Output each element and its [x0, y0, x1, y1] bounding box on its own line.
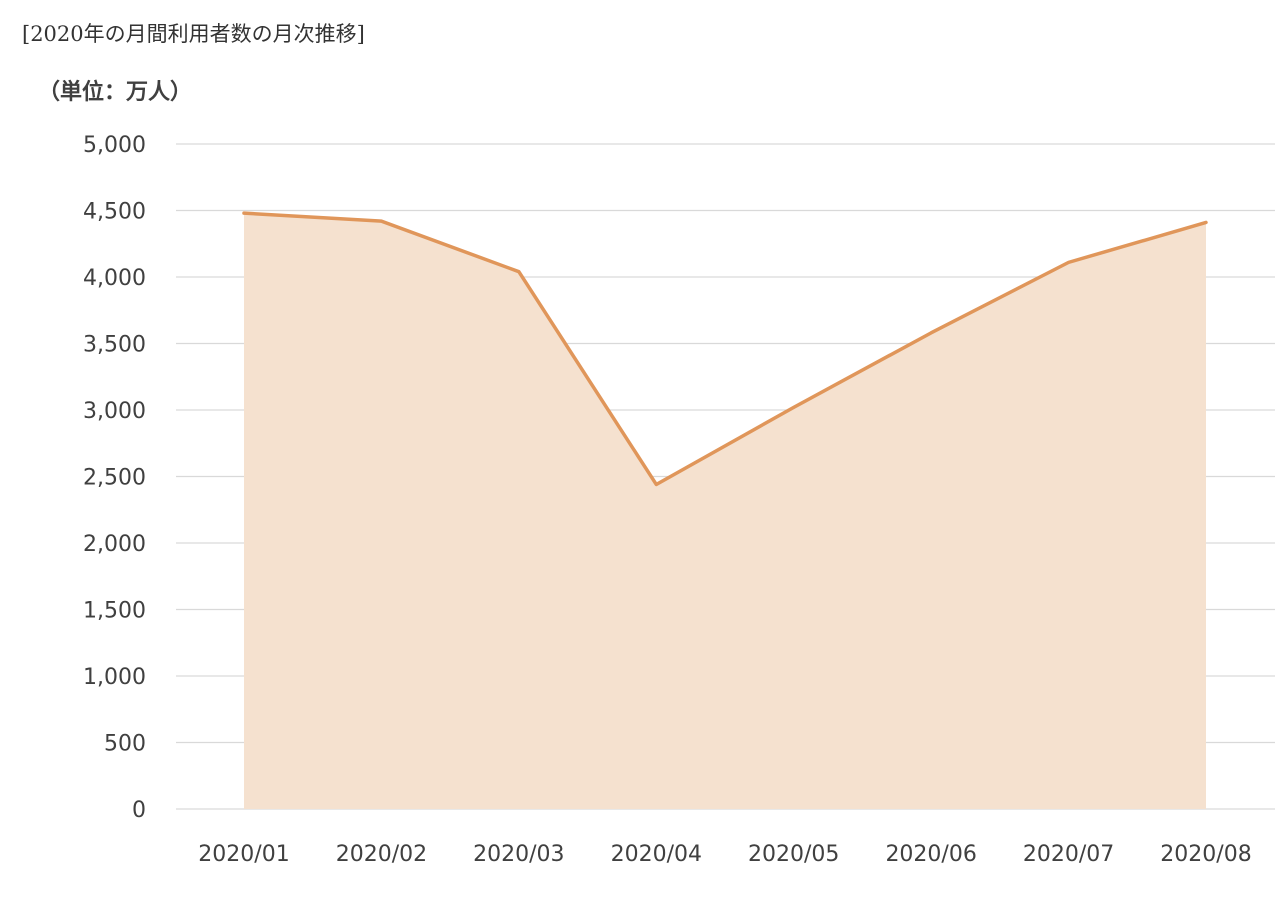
- area-fill: [244, 213, 1206, 809]
- y-tick-label: 3,000: [83, 399, 146, 424]
- y-tick-label: 1,000: [83, 665, 146, 690]
- y-axis-ticks: 0 500 1,000 1,500 2,000 2,500 3,000 3,500 4,000 4…: [83, 133, 146, 823]
- y-tick-label: 5,000: [83, 133, 146, 158]
- x-tick-label: 2020/02: [336, 842, 427, 867]
- x-tick-label: 2020/07: [1023, 842, 1114, 867]
- y-axis-unit-label: （単位：万人）: [38, 80, 193, 105]
- x-tick-label: 2020/08: [1160, 842, 1251, 867]
- x-tick-label: 2020/05: [748, 842, 839, 867]
- x-tick-label: 2020/01: [198, 842, 289, 867]
- x-tick-label: 2020/06: [885, 842, 976, 867]
- y-tick-label: 4,500: [83, 200, 146, 225]
- y-tick-label: 4,000: [83, 266, 146, 291]
- y-tick-label: 500: [104, 732, 146, 757]
- x-tick-label: 2020/04: [611, 842, 702, 867]
- x-tick-label: 2020/03: [473, 842, 564, 867]
- area-series: [242, 211, 1208, 809]
- chart-caption: [2020年の月間利用者数の月次推移]: [22, 22, 365, 46]
- y-tick-label: 3,500: [83, 333, 146, 358]
- y-tick-label: 1,500: [83, 599, 146, 624]
- y-tick-label: 2,000: [83, 532, 146, 557]
- y-tick-label: 2,500: [83, 466, 146, 491]
- series-line: [242, 211, 1208, 487]
- y-tick-label: 0: [132, 798, 146, 823]
- x-axis-ticks: 2020/01 2020/02 2020/03 2020/04 2020/05 2020/…: [198, 842, 1251, 867]
